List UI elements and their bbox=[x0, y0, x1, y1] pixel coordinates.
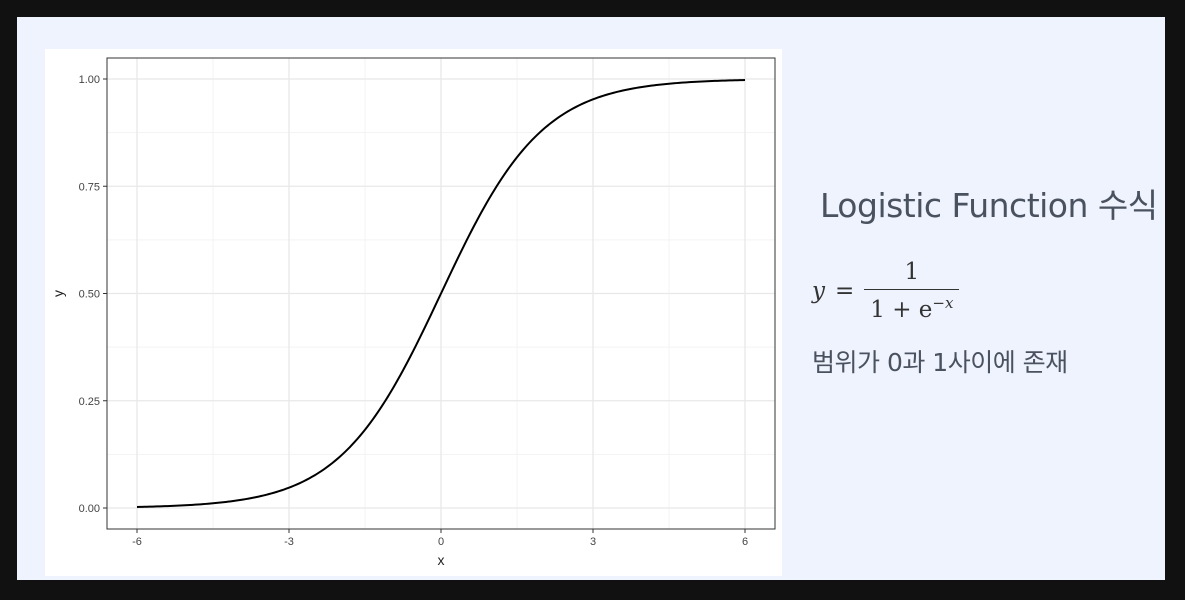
y-tick-label: 0.00 bbox=[79, 503, 100, 515]
formula-numerator: 1 bbox=[904, 258, 920, 285]
fraction-bar bbox=[864, 288, 960, 291]
formula-denominator: 1 + e−x bbox=[864, 290, 959, 323]
x-tick-label: 6 bbox=[742, 536, 748, 548]
x-tick-label: -6 bbox=[132, 536, 142, 548]
formula-denominator-base: 1 + e bbox=[870, 297, 933, 324]
x-axis-title: x bbox=[438, 552, 445, 568]
formula-equals: = bbox=[835, 278, 855, 304]
series-line bbox=[136, 79, 746, 508]
slide: -6 -3 0 3 6 0.00 0.25 0.50 0.75 1.00 x y Logistic… bbox=[17, 17, 1165, 580]
logistic-chart: -6 -3 0 3 6 0.00 0.25 0.50 0.75 1.00 x y bbox=[50, 57, 776, 568]
y-axis-title: y bbox=[50, 290, 66, 297]
formula-exponent: −x bbox=[932, 294, 954, 313]
axis-tick-labels: -6 -3 0 3 6 0.00 0.25 0.50 0.75 1.00 bbox=[79, 74, 748, 548]
x-tick-label: 0 bbox=[438, 536, 444, 548]
formula-fraction: 1 1 + e−x bbox=[864, 258, 960, 323]
range-description: 범위가 0과 1사이에 존재 bbox=[812, 348, 1068, 377]
formula-lhs: y bbox=[812, 278, 825, 304]
x-tick-label: 3 bbox=[590, 536, 596, 548]
y-tick-label: 1.00 bbox=[79, 74, 100, 86]
chart-panel: -6 -3 0 3 6 0.00 0.25 0.50 0.75 1.00 x y bbox=[45, 49, 782, 576]
info-title: Logistic Function 수식 bbox=[820, 186, 1158, 225]
x-tick-label: -3 bbox=[284, 536, 294, 548]
logistic-formula: y = 1 1 + e−x bbox=[812, 255, 960, 327]
y-tick-label: 0.25 bbox=[79, 396, 100, 408]
y-tick-label: 0.75 bbox=[79, 181, 100, 193]
axis-ticks bbox=[103, 78, 746, 533]
y-tick-label: 0.50 bbox=[79, 289, 100, 301]
